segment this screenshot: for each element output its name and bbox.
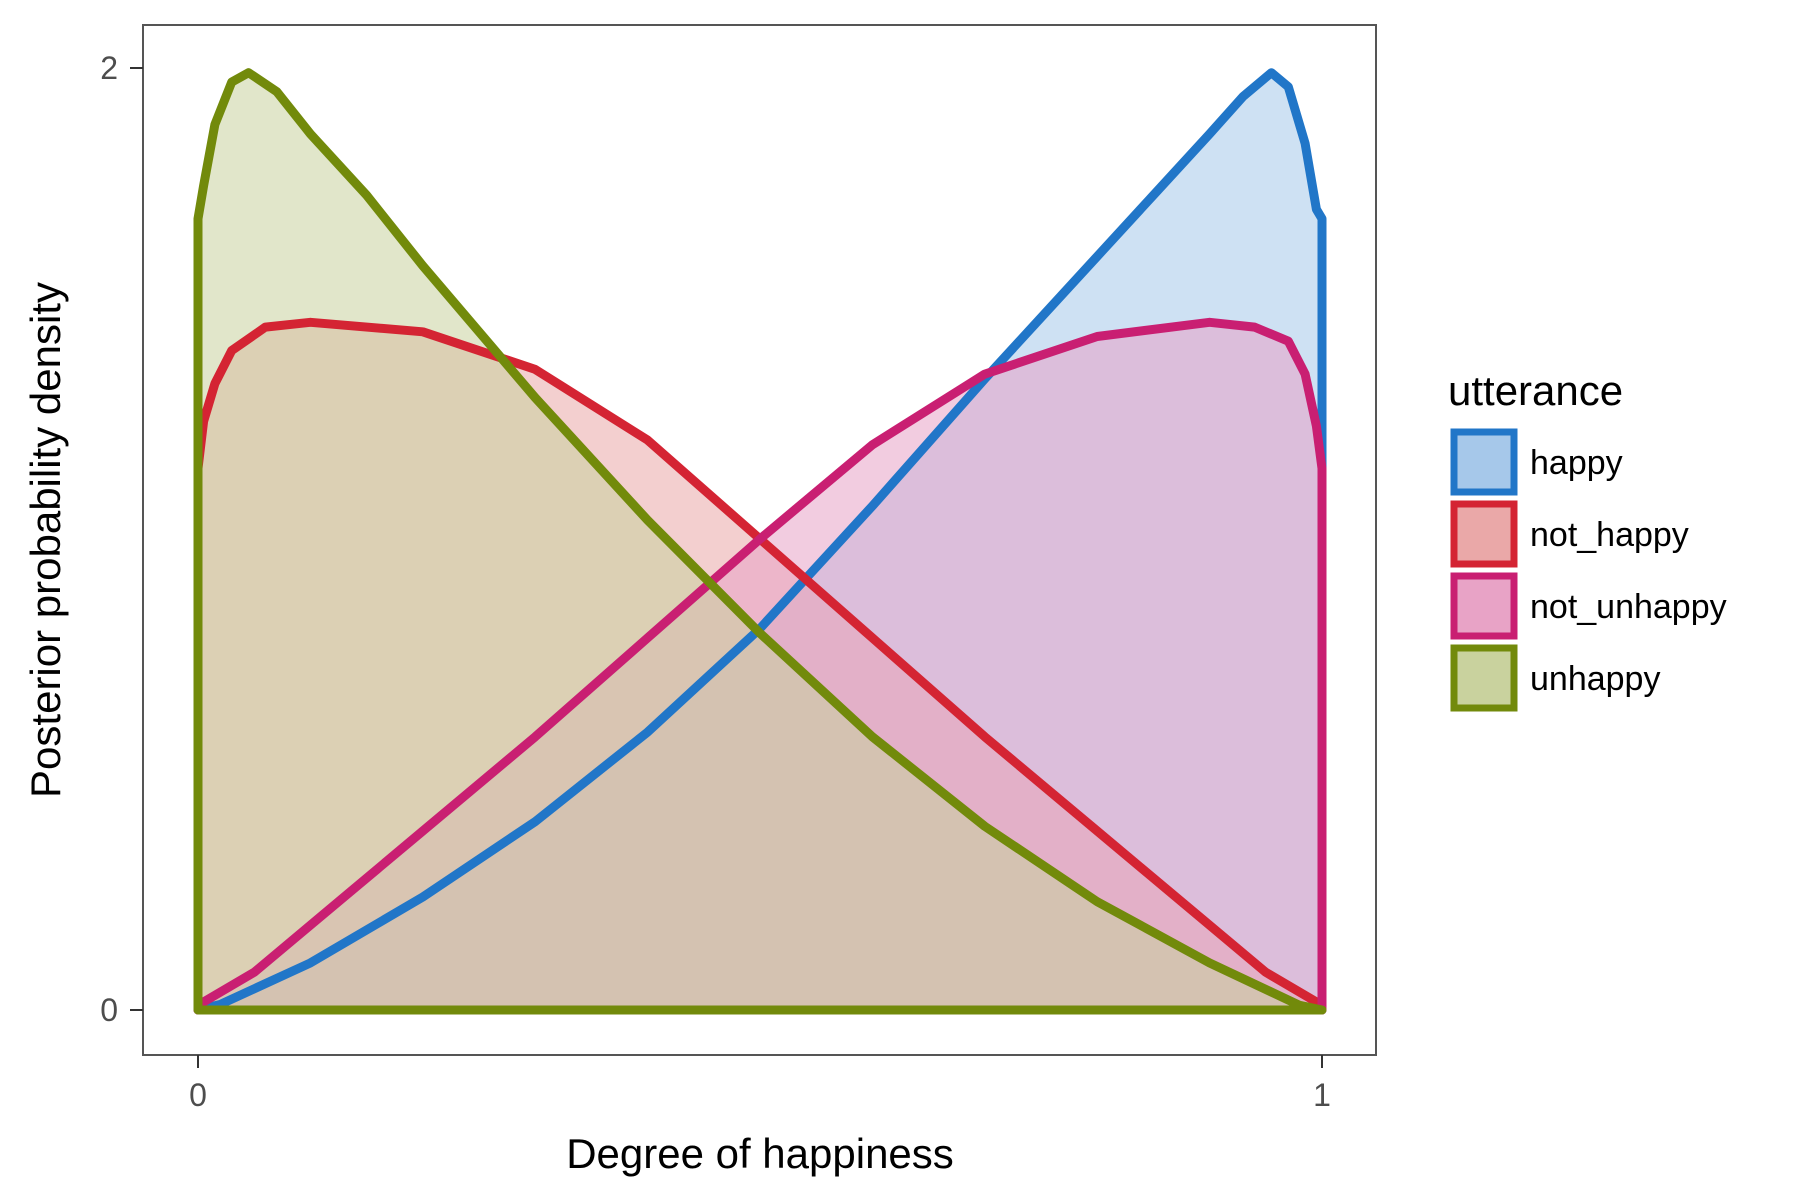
outline-unhappy <box>193 68 1327 1015</box>
outline-happy <box>193 68 1327 1015</box>
legend-label-not_happy: not_happy <box>1530 516 1689 554</box>
legend-label-happy: happy <box>1530 444 1623 482</box>
x-tick-label: 1 <box>1313 1077 1331 1113</box>
outline-not_happy <box>193 317 1327 1015</box>
density-outlines <box>193 68 1327 1015</box>
x-axis-title: Degree of happiness <box>566 1130 954 1177</box>
y-axis-title: Posterior probability density <box>22 282 69 798</box>
legend-key-not_happy <box>1450 500 1518 568</box>
legend-title: utterance <box>1448 367 1623 414</box>
legend: utterance happy not_happy not_unhappyunhap… <box>1448 367 1727 712</box>
legend-key-unhappy <box>1450 644 1518 712</box>
density-areas <box>198 72 1322 1010</box>
legend-key-not_unhappy <box>1450 572 1518 640</box>
legend-label-unhappy: unhappy <box>1530 660 1660 698</box>
y-tick-label: 2 <box>100 50 118 86</box>
legend-key-happy <box>1450 428 1518 496</box>
y-axis: 02 <box>100 50 143 1028</box>
x-tick-label: 0 <box>189 1077 207 1113</box>
y-tick-label: 0 <box>100 992 118 1028</box>
legend-label-not_unhappy: not_unhappy <box>1530 588 1727 626</box>
outline-not_unhappy <box>193 317 1327 1015</box>
area-unhappy <box>198 72 1322 1010</box>
